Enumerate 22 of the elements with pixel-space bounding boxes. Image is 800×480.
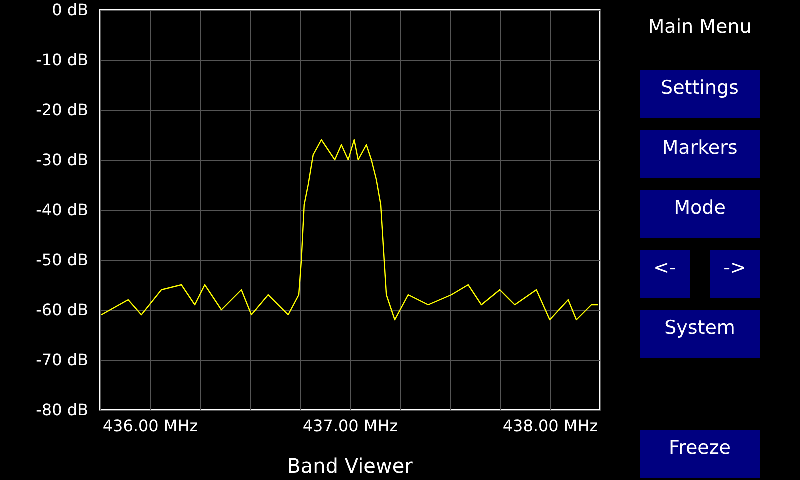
text: Band Viewer [287,454,414,478]
line-series [101,139,599,321]
y-tick-label: -30 dB [36,150,88,170]
y-tick-label: -60 dB [36,300,88,320]
y-tick-label: 0 dB [52,0,88,20]
text: Main Menu [648,16,752,38]
y-tick-label: -20 dB [36,100,88,120]
y-tick-label: -40 dB [36,200,88,220]
x-tick-label: 437.00 MHz [302,416,398,436]
text: Mode [674,197,726,219]
y-tick-label: -50 dB [36,250,88,270]
y-tick-label: -70 dB [36,350,88,370]
text: <- [654,257,676,279]
y-tick-label: -80 dB [36,400,88,420]
text: Markers [662,137,738,159]
text: -> [724,257,746,279]
y-tick-label: -10 dB [36,50,88,70]
text: System [664,317,736,339]
x-tick-label: 438.00 MHz [502,416,598,436]
x-tick-label: 436.00 MHz [102,416,198,436]
text: Settings [661,77,739,99]
text: Freeze [669,437,731,459]
